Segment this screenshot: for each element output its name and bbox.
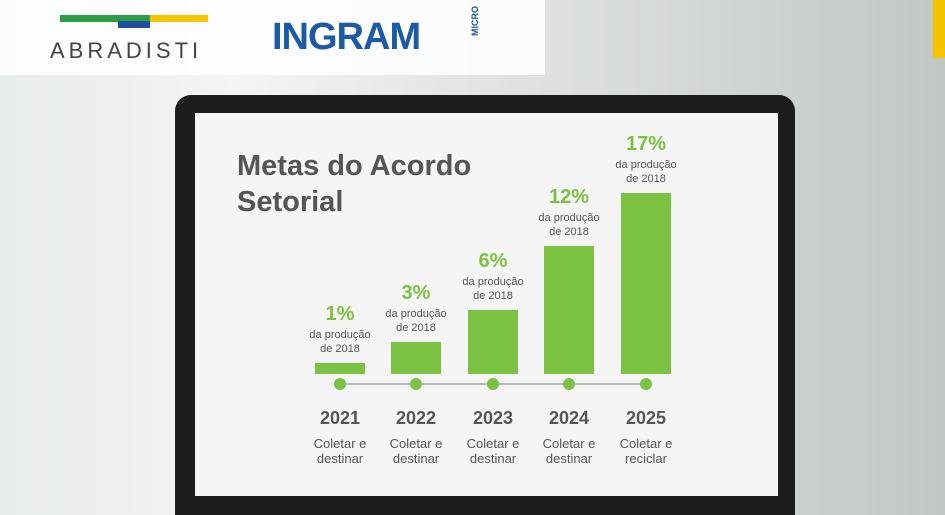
category-label: 2023 [472, 408, 514, 428]
logo-micro: MICRO [470, 6, 480, 36]
bar [315, 363, 365, 374]
value-label: 6% [478, 250, 508, 273]
stage-label: Coletar e reciclar [619, 436, 673, 466]
timeline-dot [487, 378, 499, 390]
chart-title: Metas do Acordo Setorial [237, 150, 472, 218]
flag-green [60, 15, 150, 22]
value-label: 1% [325, 303, 355, 326]
flag-yellow [150, 15, 208, 22]
logo-ingram: INGRAM [272, 16, 421, 58]
logo-abradisti: ABRADISTI [50, 38, 203, 63]
category-label: 2022 [395, 408, 437, 428]
value-label: 12% [548, 186, 590, 209]
accent-bar [933, 0, 945, 58]
stage-label: Coletar e destinar [313, 436, 367, 466]
timeline-dot [563, 378, 575, 390]
annotation: da produção de 2018 [615, 158, 677, 185]
stage-label: Coletar e destinar [542, 436, 596, 466]
screen [195, 113, 778, 496]
bar [468, 310, 518, 374]
timeline-dot [410, 378, 422, 390]
category-label: 2025 [625, 408, 667, 428]
stage-label: Coletar e destinar [389, 436, 443, 466]
bar [391, 342, 441, 374]
timeline-dot [334, 378, 346, 390]
annotation: da produção de 2018 [385, 308, 447, 335]
annotation: da produção de 2018 [462, 276, 524, 303]
bar [621, 192, 671, 374]
stage-label: Coletar e destinar [466, 436, 520, 466]
value-label: 17% [625, 132, 667, 155]
annotation: da produção de 2018 [538, 212, 600, 239]
timeline-dot [640, 378, 652, 390]
logo-band [0, 0, 545, 75]
value-label: 3% [401, 282, 431, 305]
category-label: 2021 [319, 408, 361, 428]
category-label: 2024 [548, 408, 590, 428]
flag-blue [118, 21, 150, 28]
bar [544, 246, 594, 374]
annotation: da produção de 2018 [309, 329, 371, 356]
